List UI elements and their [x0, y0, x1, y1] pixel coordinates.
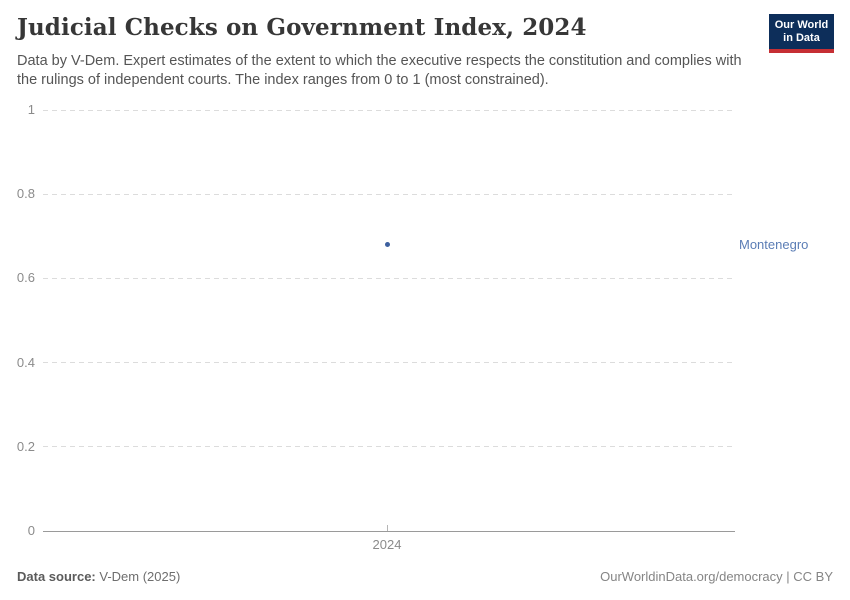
y-tick-label: 0	[27, 523, 35, 538]
chart-subtitle: Data by V-Dem. Expert estimates of the e…	[17, 53, 742, 88]
entity-label-montenegro[interactable]: Montenegro	[739, 236, 809, 252]
x-axis-line	[43, 530, 735, 532]
data-source-label: Data source:	[17, 569, 96, 584]
y-gridline	[43, 109, 735, 111]
data-source: Data source: V-Dem (2025)	[17, 569, 180, 584]
data-point-montenegro[interactable]	[384, 242, 390, 248]
chart-footer: Data source: V-Dem (2025) OurWorldinData…	[17, 569, 833, 584]
x-tick-mark	[387, 525, 388, 531]
x-tick-label: 2024	[372, 537, 402, 552]
y-tick-label: 1	[27, 102, 35, 117]
y-gridline	[43, 277, 735, 279]
y-tick-label: 0.6	[16, 270, 35, 286]
license-credit[interactable]: OurWorldinData.org/democracy | CC BY	[600, 569, 833, 584]
owid-logo: Our World in Data	[769, 14, 834, 53]
y-gridline	[43, 362, 735, 364]
y-tick-label: 0.4	[16, 354, 35, 370]
owid-logo-line2: in Data	[783, 32, 820, 44]
owid-logo-line1: Our World	[774, 19, 829, 31]
data-source-value: V-Dem (2025)	[95, 569, 181, 584]
y-tick-label: 0.2	[16, 438, 35, 454]
owid-logo-red-strip	[769, 49, 834, 53]
chart-title: Judicial Checks on Government Index, 202…	[17, 14, 587, 41]
y-gridline	[43, 193, 735, 195]
y-gridline	[43, 446, 735, 448]
y-tick-label: 0.8	[16, 186, 35, 202]
